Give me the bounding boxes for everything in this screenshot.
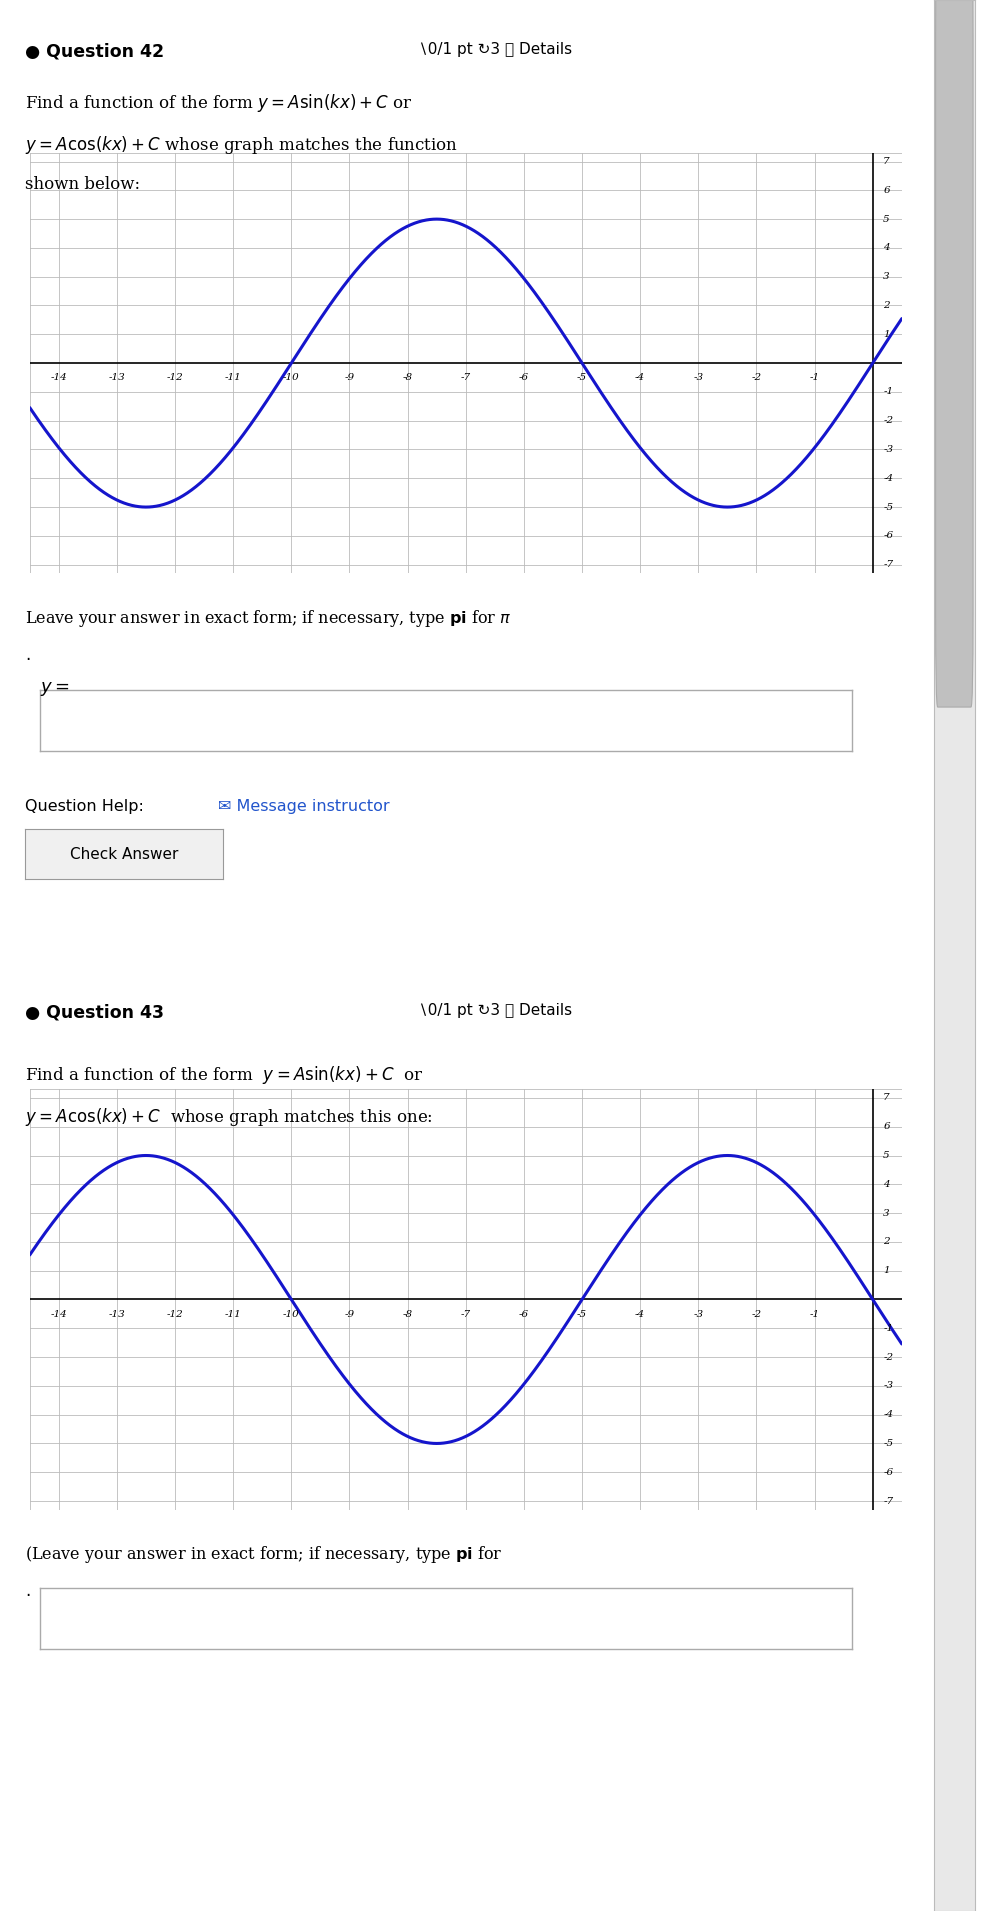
FancyBboxPatch shape bbox=[936, 0, 973, 707]
Text: -5: -5 bbox=[577, 373, 587, 382]
Text: 1: 1 bbox=[883, 331, 890, 338]
Text: $y = A\cos(kx) + C$ whose graph matches the function: $y = A\cos(kx) + C$ whose graph matches … bbox=[25, 134, 458, 157]
Text: 7: 7 bbox=[883, 157, 890, 166]
Text: .: . bbox=[25, 646, 30, 663]
Text: -7: -7 bbox=[883, 1496, 893, 1506]
Text: ∖0/1 pt ↻3 ⓘ Details: ∖0/1 pt ↻3 ⓘ Details bbox=[418, 1003, 573, 1019]
Text: -5: -5 bbox=[883, 1439, 893, 1449]
Text: 6: 6 bbox=[883, 1122, 890, 1131]
Text: 3: 3 bbox=[883, 271, 890, 281]
Text: -2: -2 bbox=[751, 373, 761, 382]
Text: -4: -4 bbox=[635, 373, 645, 382]
Text: Leave your answer in exact form; if necessary, type $\mathbf{pi}$ for $\pi$: Leave your answer in exact form; if nece… bbox=[25, 608, 511, 629]
Text: -2: -2 bbox=[883, 417, 893, 424]
Text: -6: -6 bbox=[519, 373, 529, 382]
Text: .: . bbox=[25, 1582, 30, 1600]
Text: -6: -6 bbox=[883, 531, 893, 541]
Text: Find a function of the form  $y = A\sin(kx) + C$  or: Find a function of the form $y = A\sin(k… bbox=[25, 1064, 423, 1087]
Text: -7: -7 bbox=[461, 1309, 471, 1319]
Text: -3: -3 bbox=[694, 1309, 704, 1319]
Text: -4: -4 bbox=[635, 1309, 645, 1319]
Text: -9: -9 bbox=[345, 1309, 355, 1319]
Text: -7: -7 bbox=[883, 560, 893, 569]
Text: -6: -6 bbox=[883, 1468, 893, 1477]
Text: ✉ Message instructor: ✉ Message instructor bbox=[218, 799, 389, 814]
Text: 3: 3 bbox=[883, 1208, 890, 1217]
Text: -5: -5 bbox=[577, 1309, 587, 1319]
Text: -11: -11 bbox=[225, 1309, 242, 1319]
Text: 5: 5 bbox=[883, 1150, 890, 1160]
Text: Check Answer: Check Answer bbox=[69, 847, 178, 862]
Text: -4: -4 bbox=[883, 474, 893, 483]
Text: -8: -8 bbox=[402, 1309, 412, 1319]
Text: 7: 7 bbox=[883, 1093, 890, 1103]
Text: ∖0/1 pt ↻3 ⓘ Details: ∖0/1 pt ↻3 ⓘ Details bbox=[418, 42, 573, 57]
Text: $y =$: $y =$ bbox=[40, 680, 69, 698]
Text: 2: 2 bbox=[883, 302, 890, 310]
Text: Find a function of the form $y = A\sin(kx) + C$ or: Find a function of the form $y = A\sin(k… bbox=[25, 92, 412, 115]
Text: -2: -2 bbox=[751, 1309, 761, 1319]
Text: -12: -12 bbox=[166, 373, 183, 382]
Text: 2: 2 bbox=[883, 1238, 890, 1246]
Text: -3: -3 bbox=[694, 373, 704, 382]
Text: -13: -13 bbox=[109, 1309, 125, 1319]
Text: -1: -1 bbox=[810, 1309, 820, 1319]
Text: -7: -7 bbox=[461, 373, 471, 382]
Text: -4: -4 bbox=[883, 1410, 893, 1420]
Text: -10: -10 bbox=[283, 373, 299, 382]
Text: -10: -10 bbox=[283, 1309, 299, 1319]
Text: -5: -5 bbox=[883, 503, 893, 512]
Text: -8: -8 bbox=[402, 373, 412, 382]
Text: 1: 1 bbox=[883, 1267, 890, 1275]
Text: -2: -2 bbox=[883, 1353, 893, 1361]
Text: shown below:: shown below: bbox=[25, 176, 140, 193]
Text: -14: -14 bbox=[51, 1309, 67, 1319]
Text: -14: -14 bbox=[51, 373, 67, 382]
Text: -3: -3 bbox=[883, 1382, 893, 1391]
Text: $y = A\cos(kx) + C$  whose graph matches this one:: $y = A\cos(kx) + C$ whose graph matches … bbox=[25, 1106, 432, 1129]
Text: -6: -6 bbox=[519, 1309, 529, 1319]
Text: ● Question 43: ● Question 43 bbox=[25, 1003, 164, 1020]
Text: 4: 4 bbox=[883, 1179, 890, 1189]
Text: -1: -1 bbox=[810, 373, 820, 382]
Text: -12: -12 bbox=[166, 1309, 183, 1319]
Text: ● Question 42: ● Question 42 bbox=[25, 42, 164, 59]
Text: 6: 6 bbox=[883, 185, 890, 195]
Text: -13: -13 bbox=[109, 373, 125, 382]
Text: -11: -11 bbox=[225, 373, 242, 382]
Text: -1: -1 bbox=[883, 388, 893, 396]
Text: Question Help:: Question Help: bbox=[25, 799, 154, 814]
Text: -9: -9 bbox=[345, 373, 355, 382]
Text: -3: -3 bbox=[883, 445, 893, 455]
Text: -1: -1 bbox=[883, 1324, 893, 1332]
Text: (Leave your answer in exact form; if necessary, type $\mathbf{pi}$ for: (Leave your answer in exact form; if nec… bbox=[25, 1544, 502, 1565]
Text: 5: 5 bbox=[883, 214, 890, 224]
Text: 4: 4 bbox=[883, 243, 890, 252]
